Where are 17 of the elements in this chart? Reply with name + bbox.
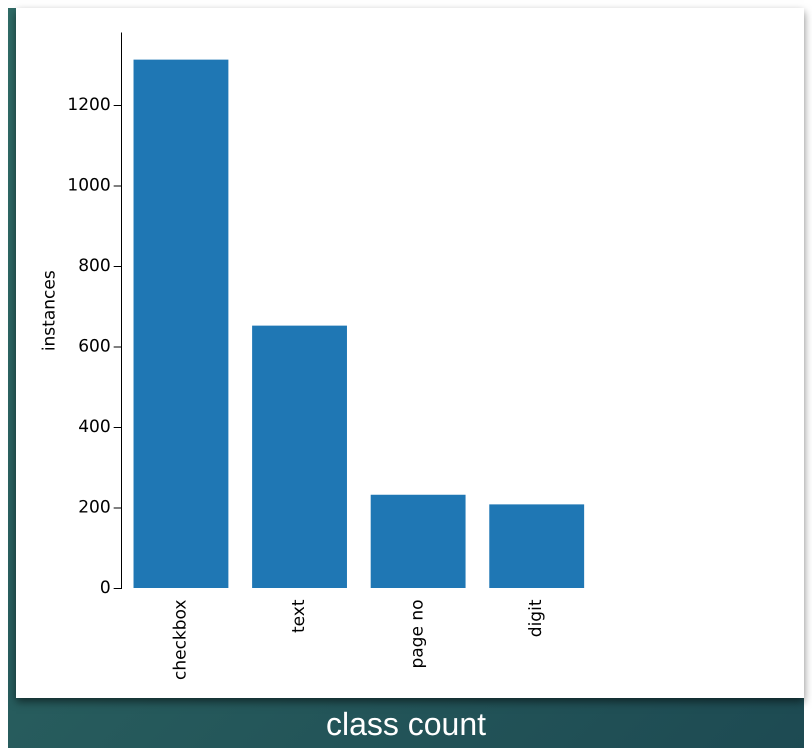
bar [134,60,228,588]
y-tick-label: 1200 [67,94,111,115]
x-tick-label: checkbox [170,600,190,680]
y-tick-label: 200 [78,497,111,518]
bar [252,326,347,588]
text: class count [324,706,488,743]
y-tick-label: 600 [78,336,111,356]
bar [370,494,466,588]
y-tick-label: 800 [78,256,111,276]
y-tick-label: 1000 [67,175,111,196]
x-tick-label: page no [408,600,428,669]
y-axis-title: instances [40,270,60,352]
y-tick-label: 400 [78,416,111,437]
x-tick-label: digit [526,599,546,638]
bar [489,504,584,588]
y-tick-label: 0 [100,578,111,598]
x-tick-label: text [288,599,309,634]
